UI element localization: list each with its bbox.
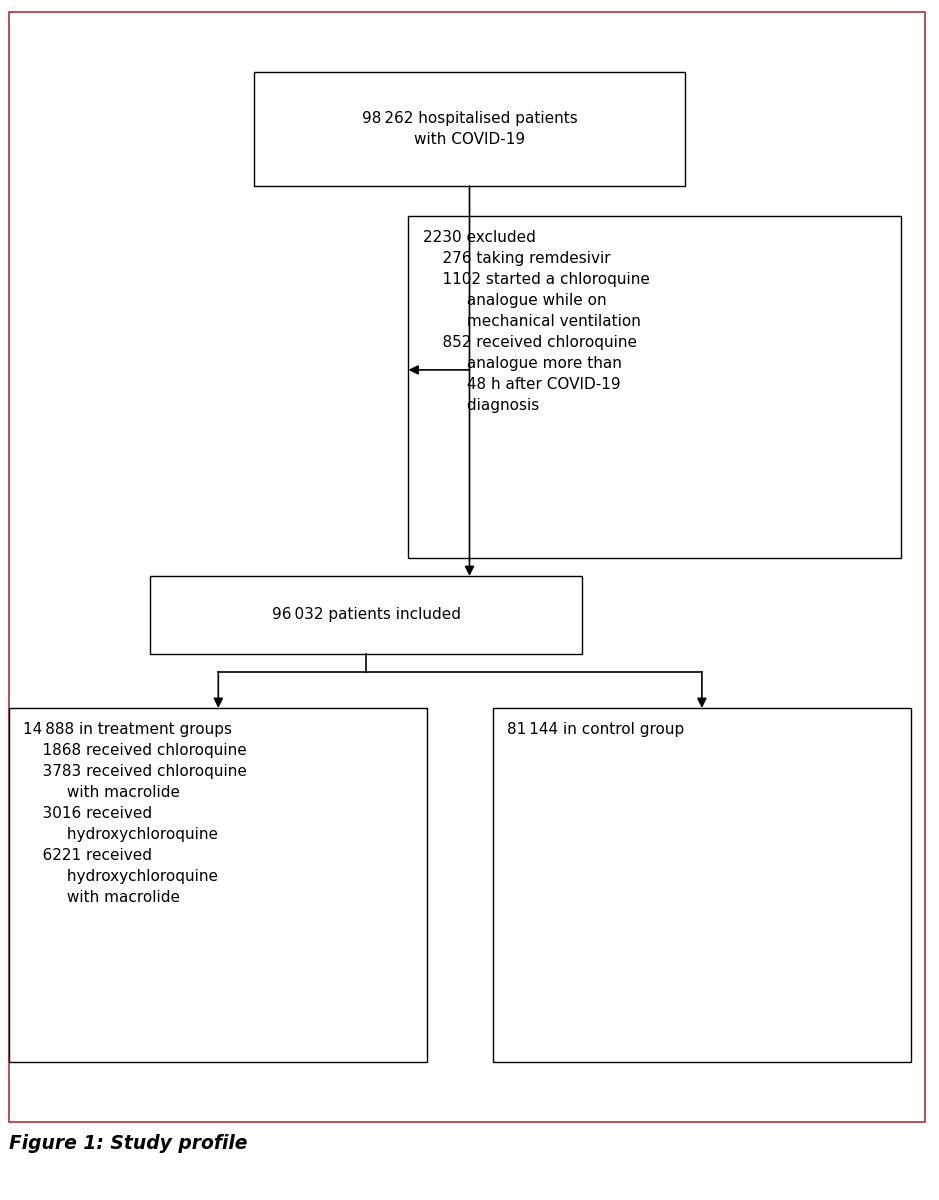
Text: 2230 excluded
    276 taking remdesivir
    1102 started a chloroquine
         : 2230 excluded 276 taking remdesivir 1102… [423, 230, 650, 413]
Text: 96 032 patients included: 96 032 patients included [271, 607, 461, 623]
Bar [408, 216, 901, 558]
Text: 81 144 in control group: 81 144 in control group [507, 722, 685, 737]
Text: 98 262 hospitalised patients
with COVID-19: 98 262 hospitalised patients with COVID-… [362, 110, 577, 146]
Bar [9, 708, 427, 1062]
Bar [493, 708, 911, 1062]
Text: Figure 1: Study profile: Figure 1: Study profile [9, 1134, 248, 1153]
Bar [150, 576, 582, 654]
Text: 14 888 in treatment groups
    1868 received chloroquine
    3783 received chlor: 14 888 in treatment groups 1868 received… [23, 722, 247, 905]
Bar [254, 72, 685, 186]
